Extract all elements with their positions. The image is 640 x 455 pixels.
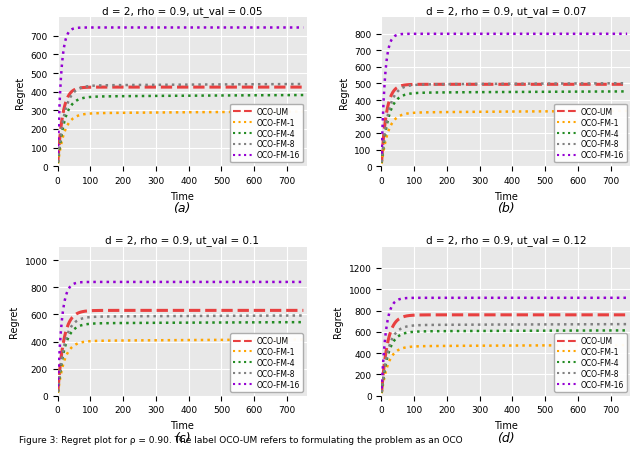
- Legend: OCO-UM, OCO-FM-1, OCO-FM-4, OCO-FM-8, OCO-FM-16: OCO-UM, OCO-FM-1, OCO-FM-4, OCO-FM-8, OC…: [230, 334, 303, 392]
- Text: (c): (c): [174, 431, 191, 444]
- Text: (b): (b): [497, 202, 515, 215]
- Text: Figure 3: Regret plot for ρ = 0.90. The label OCO-UM refers to formulating the p: Figure 3: Regret plot for ρ = 0.90. The …: [19, 435, 463, 444]
- Legend: OCO-UM, OCO-FM-1, OCO-FM-4, OCO-FM-8, OCO-FM-16: OCO-UM, OCO-FM-1, OCO-FM-4, OCO-FM-8, OC…: [554, 334, 627, 392]
- Y-axis label: Regret: Regret: [333, 305, 343, 338]
- X-axis label: Time: Time: [494, 191, 518, 201]
- X-axis label: Time: Time: [170, 420, 194, 430]
- X-axis label: Time: Time: [494, 420, 518, 430]
- Title: d = 2, rho = 0.9, ut_val = 0.05: d = 2, rho = 0.9, ut_val = 0.05: [102, 6, 262, 17]
- Legend: OCO-UM, OCO-FM-1, OCO-FM-4, OCO-FM-8, OCO-FM-16: OCO-UM, OCO-FM-1, OCO-FM-4, OCO-FM-8, OC…: [554, 105, 627, 163]
- Y-axis label: Regret: Regret: [15, 76, 25, 109]
- Legend: OCO-UM, OCO-FM-1, OCO-FM-4, OCO-FM-8, OCO-FM-16: OCO-UM, OCO-FM-1, OCO-FM-4, OCO-FM-8, OC…: [230, 105, 303, 163]
- Y-axis label: Regret: Regret: [10, 305, 19, 338]
- Text: (a): (a): [173, 202, 191, 215]
- Y-axis label: Regret: Regret: [339, 76, 349, 109]
- Title: d = 2, rho = 0.9, ut_val = 0.12: d = 2, rho = 0.9, ut_val = 0.12: [426, 235, 586, 246]
- Text: (d): (d): [497, 431, 515, 444]
- X-axis label: Time: Time: [170, 191, 194, 201]
- Title: d = 2, rho = 0.9, ut_val = 0.07: d = 2, rho = 0.9, ut_val = 0.07: [426, 6, 586, 17]
- Title: d = 2, rho = 0.9, ut_val = 0.1: d = 2, rho = 0.9, ut_val = 0.1: [105, 235, 259, 246]
